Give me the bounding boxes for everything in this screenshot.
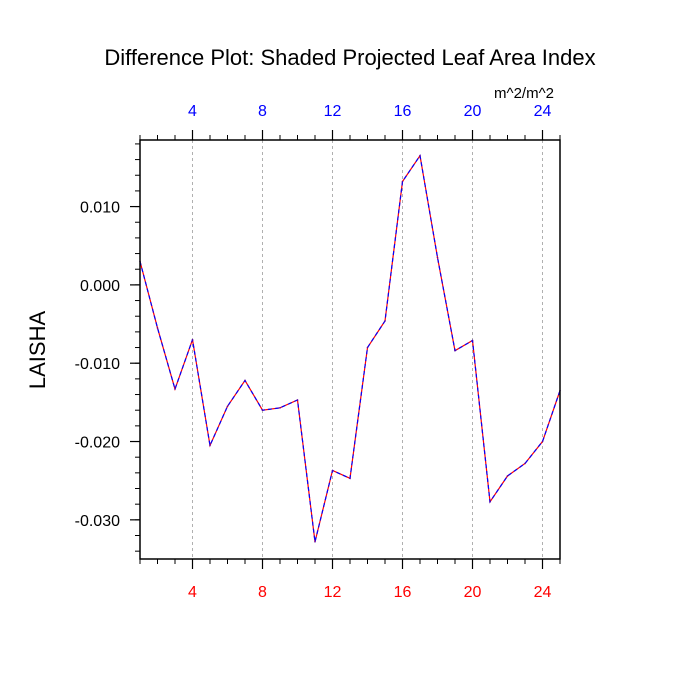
- y-tick-label: -0.020: [75, 435, 120, 452]
- y-tick-label: 0.010: [80, 200, 120, 217]
- data-point: [541, 440, 544, 443]
- chart-title: Difference Plot: Shaded Projected Leaf A…: [104, 45, 595, 70]
- data-point: [156, 327, 159, 329]
- x-tick-label-bottom: 8: [258, 584, 267, 601]
- data-point: [174, 388, 176, 390]
- data-point: [471, 339, 474, 342]
- x-tick-label-top: 4: [188, 103, 197, 120]
- axis-ticks: 4 4 8 8 12 12 16 16 20 20 24 24 0.010 0.000 -0.010 -0.0…: [75, 103, 561, 601]
- x-tick-label-top: 12: [324, 103, 342, 120]
- x-tick-label-bottom: 12: [324, 584, 342, 601]
- data-point: [454, 349, 456, 352]
- data-point: [366, 346, 369, 349]
- data-point: [314, 540, 316, 543]
- x-tick-label-bottom: 20: [464, 584, 482, 601]
- data-point: [226, 405, 229, 408]
- data-point: [506, 475, 509, 477]
- series-line-blue: [139, 154, 561, 542]
- data-point: [401, 180, 404, 183]
- y-tick-label: -0.030: [75, 513, 120, 530]
- series-group: [139, 154, 561, 543]
- x-tick-label-bottom: 16: [394, 584, 412, 601]
- data-point: [191, 338, 194, 341]
- series-line-red: [139, 154, 561, 542]
- y-tick-label: -0.010: [75, 356, 120, 373]
- data-point: [244, 379, 246, 382]
- data-point: [349, 477, 351, 480]
- data-point: [384, 320, 386, 322]
- x-tick-label-top: 24: [534, 103, 552, 120]
- units-label: m^2/m^2: [494, 85, 554, 102]
- x-tick-label-bottom: 4: [188, 584, 197, 601]
- data-point: [524, 462, 526, 465]
- data-point: [209, 444, 211, 447]
- x-tick-label-top: 8: [258, 103, 267, 120]
- y-tick-label: 0.000: [80, 278, 120, 295]
- grid-lines: [192, 140, 543, 559]
- data-point: [489, 501, 491, 503]
- data-point: [436, 256, 439, 259]
- x-tick-label-bottom: 24: [534, 584, 552, 601]
- y-axis-label: LAISHA: [25, 311, 50, 390]
- data-point: [331, 469, 334, 472]
- plot-frame: [139, 139, 561, 560]
- data-point: [261, 409, 264, 411]
- data-point: [279, 407, 281, 409]
- x-tick-label-top: 20: [464, 103, 482, 120]
- data-point: [296, 399, 299, 401]
- data-point: [419, 154, 421, 157]
- x-tick-label-top: 16: [394, 103, 412, 120]
